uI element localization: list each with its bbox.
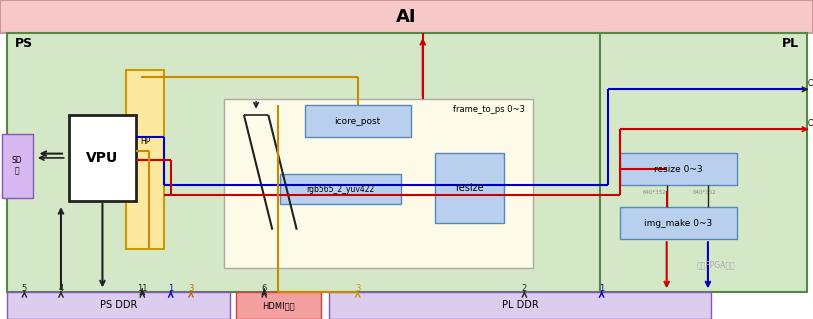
Text: 640*352: 640*352 (643, 190, 667, 196)
Text: PL DDR: PL DDR (502, 300, 539, 310)
Text: img_make 0~3: img_make 0~3 (645, 219, 712, 228)
FancyBboxPatch shape (620, 153, 737, 185)
FancyBboxPatch shape (7, 292, 230, 319)
FancyBboxPatch shape (329, 292, 711, 319)
FancyBboxPatch shape (600, 33, 807, 292)
Text: Cam0: Cam0 (808, 79, 813, 88)
Text: HDMI显示: HDMI显示 (262, 301, 295, 310)
Text: VPU: VPU (86, 151, 119, 165)
Text: 3: 3 (355, 284, 360, 293)
Text: 1: 1 (599, 284, 604, 293)
Text: 1: 1 (168, 284, 173, 293)
Text: PL: PL (782, 37, 799, 50)
FancyBboxPatch shape (620, 207, 737, 239)
FancyBboxPatch shape (435, 153, 504, 223)
Text: HP: HP (140, 137, 150, 146)
Text: resize 0~3: resize 0~3 (654, 165, 702, 174)
Text: 2: 2 (522, 284, 527, 293)
FancyBboxPatch shape (236, 292, 321, 319)
Text: 11: 11 (137, 284, 147, 293)
Text: AI: AI (396, 8, 417, 26)
Text: PS DDR: PS DDR (100, 300, 137, 310)
Text: icore_post: icore_post (335, 117, 380, 126)
Text: 5: 5 (22, 284, 27, 293)
FancyBboxPatch shape (69, 115, 136, 201)
Text: frame_to_ps 0~3: frame_to_ps 0~3 (453, 105, 524, 114)
Text: 6: 6 (262, 284, 267, 293)
Text: 国产FPGA之家: 国产FPGA之家 (696, 260, 735, 269)
Text: 3: 3 (189, 284, 193, 293)
FancyBboxPatch shape (126, 70, 164, 249)
Text: resize: resize (455, 183, 484, 193)
Text: rgb565_2_yuv422: rgb565_2_yuv422 (307, 184, 375, 194)
FancyBboxPatch shape (224, 99, 533, 268)
FancyBboxPatch shape (2, 134, 33, 198)
FancyBboxPatch shape (305, 105, 411, 137)
Text: SD
卡: SD 卡 (11, 156, 23, 175)
FancyBboxPatch shape (0, 0, 813, 33)
Text: 640*352: 640*352 (693, 190, 716, 196)
FancyBboxPatch shape (280, 174, 401, 204)
FancyBboxPatch shape (7, 33, 600, 292)
Text: 4: 4 (59, 284, 63, 293)
Text: Cam3: Cam3 (808, 119, 813, 128)
Text: PS: PS (15, 37, 33, 50)
